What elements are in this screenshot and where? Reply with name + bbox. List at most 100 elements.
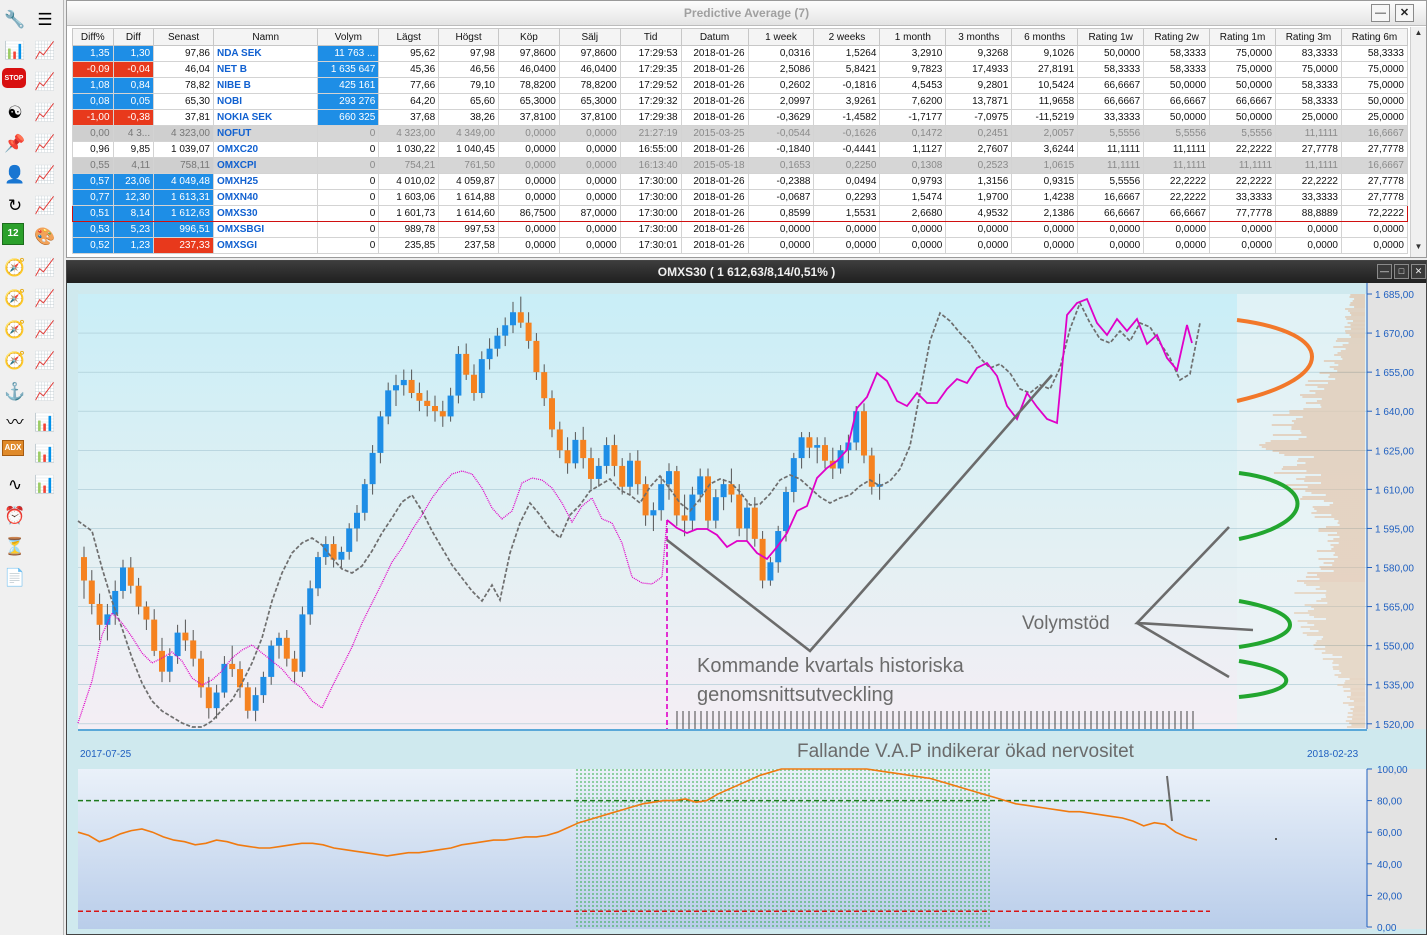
- bar-chart-icon[interactable]: 📊: [34, 443, 56, 463]
- column-header[interactable]: 6 months: [1011, 28, 1079, 46]
- column-header[interactable]: Rating 3m: [1275, 28, 1342, 46]
- annotation-history: Kommande kvartals historiska: [697, 655, 965, 677]
- anchor-icon[interactable]: ⚓: [4, 381, 26, 401]
- column-header[interactable]: 2 weeks: [813, 28, 881, 46]
- chart-icon[interactable]: 📈: [34, 40, 56, 60]
- table-scrollbar[interactable]: ▲ ▼: [1410, 27, 1426, 257]
- column-header[interactable]: 1 month: [879, 28, 947, 46]
- table-row[interactable]: 1,35 1,30 97,86 NDA SEK 11 763 ... 95,62 97,98…: [72, 45, 1409, 62]
- chart-icon[interactable]: 📈: [34, 350, 56, 370]
- column-header[interactable]: Diff: [112, 28, 155, 46]
- price-tick-label: 1 640,00: [1375, 407, 1414, 418]
- minimize-button[interactable]: —: [1371, 4, 1390, 22]
- maximize-button[interactable]: □: [1394, 264, 1409, 279]
- bar-chart-icon[interactable]: 📊: [34, 412, 56, 432]
- table-row[interactable]: 0,00 4 3... 4 323,00 NOFUT 0 4 323,00 4 349,00…: [72, 125, 1409, 142]
- candle: [377, 416, 384, 453]
- document-icon[interactable]: 📄: [4, 567, 26, 587]
- chart-icon[interactable]: 📈: [34, 257, 56, 277]
- callout-lines-history: [666, 374, 1053, 653]
- table-row[interactable]: 0,96 9,85 1 039,07 OMXC20 0 1 030,22 1 040,45 0…: [72, 141, 1409, 158]
- palette-icon[interactable]: 🎨: [34, 226, 56, 246]
- chart-icon[interactable]: 📈: [34, 319, 56, 339]
- calendar-icon[interactable]: 12: [2, 223, 24, 245]
- chart-icon[interactable]: 📈: [34, 288, 56, 308]
- yin-yang-icon[interactable]: ☯: [7, 102, 23, 122]
- close-button[interactable]: ✕: [1395, 4, 1414, 22]
- bar-chart-icon[interactable]: 📊: [4, 40, 26, 60]
- table-cell: 75,0000: [1275, 61, 1342, 78]
- table-cell: 0,0000: [1011, 221, 1079, 238]
- alarm-clock-icon[interactable]: ⏰: [4, 505, 26, 525]
- bar-chart-icon[interactable]: 📊: [34, 474, 56, 494]
- column-header[interactable]: Rating 6m: [1340, 28, 1409, 46]
- chart-icon[interactable]: 📈: [34, 71, 56, 91]
- avatar[interactable]: 👤: [4, 164, 26, 184]
- price-chart[interactable]: Kommande kvartals historiska genomsnitts…: [67, 283, 1426, 935]
- price-tick-label: 1 520,00: [1375, 720, 1414, 731]
- table-row[interactable]: 0,57 23,06 4 049,48 OMXH25 0 4 010,02 4 059,87…: [72, 173, 1409, 190]
- table-row[interactable]: -1,00 -0,38 37,81 NOKIA SEK 660 325 37,68 38,2…: [72, 109, 1409, 126]
- adx-icon[interactable]: ADX: [2, 440, 24, 456]
- price-tick-label: 1 685,00: [1375, 290, 1414, 301]
- table-cell: 4,5453: [879, 77, 947, 94]
- chart-icon[interactable]: 📈: [34, 381, 56, 401]
- column-header[interactable]: Volym: [317, 28, 380, 46]
- column-header[interactable]: Sälj: [558, 28, 621, 46]
- table-cell: 0,2250: [813, 157, 881, 174]
- candle: [166, 656, 173, 672]
- column-header[interactable]: Högst: [438, 28, 499, 46]
- chart-icon[interactable]: 📈: [34, 133, 56, 153]
- chart-icon[interactable]: 📈: [34, 195, 56, 215]
- list-icon[interactable]: ☰: [37, 9, 53, 29]
- column-header[interactable]: 1 week: [747, 28, 815, 46]
- refresh-icon[interactable]: ↻: [7, 195, 23, 215]
- pushpin-icon[interactable]: 📌: [4, 133, 26, 153]
- filter-icon[interactable]: ⏳: [4, 536, 26, 556]
- compass-icon[interactable]: 🧭: [4, 257, 26, 277]
- stop-icon[interactable]: STOP: [2, 68, 26, 88]
- price-tick-label: 1 565,00: [1375, 603, 1414, 614]
- scroll-down-icon[interactable]: ▼: [1414, 242, 1423, 251]
- compass-icon[interactable]: 🧭: [4, 288, 26, 308]
- column-header[interactable]: Lägst: [378, 28, 440, 46]
- compass-icon[interactable]: 🧭: [4, 350, 26, 370]
- compass-icon[interactable]: 🧭: [4, 319, 26, 339]
- column-header[interactable]: Namn: [212, 28, 319, 46]
- table-row[interactable]: 0,53 5,23 996,51 OMXSBGI 0 989,78 997,53 0,0000…: [72, 221, 1409, 238]
- column-header[interactable]: 3 months: [945, 28, 1013, 46]
- column-header[interactable]: Datum: [680, 28, 749, 46]
- oscillator-icon[interactable]: ∿: [7, 474, 23, 494]
- table-row[interactable]: 1,08 0,84 78,82 NIBE B 425 161 77,66 79,10 78,8…: [72, 77, 1409, 94]
- table-cell: 1 613,31: [153, 189, 214, 206]
- table-cell: 761,50: [438, 157, 499, 174]
- column-header[interactable]: Köp: [498, 28, 560, 46]
- table-cell: 50,0000: [1077, 45, 1145, 62]
- average-lines: [77, 297, 1201, 729]
- column-header[interactable]: Tid: [619, 28, 682, 46]
- table-row[interactable]: 0,52 1,23 237,33 OMXSGI 0 235,85 237,58 0,0000 0…: [72, 237, 1409, 254]
- column-header[interactable]: Senast: [153, 28, 214, 46]
- chart-icon[interactable]: 📈: [34, 164, 56, 184]
- minimize-button[interactable]: —: [1377, 264, 1392, 279]
- indicator-line-icon[interactable]: 〰: [6, 412, 24, 432]
- table-row[interactable]: 0,77 12,30 1 613,31 OMXN40 0 1 603,06 1 614,88…: [72, 189, 1409, 206]
- column-header[interactable]: Rating 1w: [1077, 28, 1145, 46]
- table-row[interactable]: 0,51 8,14 1 612,63 OMXS30 0 1 601,73 1 614,60 8…: [72, 205, 1409, 222]
- instrument-name: OMXS30: [212, 205, 319, 222]
- candle: [822, 445, 828, 461]
- table-cell: 1,0615: [1011, 157, 1079, 174]
- column-header[interactable]: Diff%: [72, 28, 114, 46]
- column-header[interactable]: Rating 1m: [1209, 28, 1277, 46]
- candle: [400, 379, 407, 386]
- column-header[interactable]: Rating 2w: [1143, 28, 1211, 46]
- wrench-icon[interactable]: 🔧: [4, 9, 26, 29]
- close-button[interactable]: ✕: [1411, 264, 1426, 279]
- candle: [634, 460, 641, 485]
- table-row[interactable]: 0,55 4,11 758,11 OMXCPI 0 754,21 761,50 0,0000 0…: [72, 157, 1409, 174]
- scroll-up-icon[interactable]: ▲: [1414, 28, 1423, 37]
- table-cell: 97,8600: [498, 45, 560, 62]
- table-row[interactable]: 0,08 0,05 65,30 NOBI 293 276 64,20 65,60 65,300…: [72, 93, 1409, 110]
- chart-icon[interactable]: 📈: [34, 102, 56, 122]
